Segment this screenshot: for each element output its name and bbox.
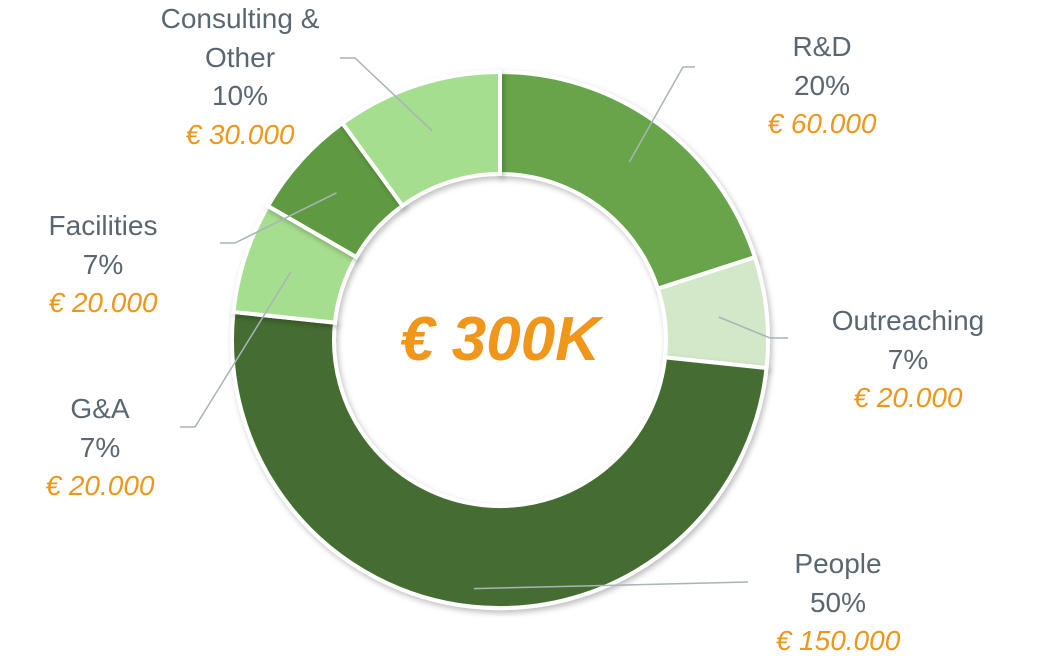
percent-label: 7% bbox=[887, 343, 929, 375]
slice-label: R&D 20% € 60.000 bbox=[702, 28, 942, 144]
percent-label: 7% bbox=[82, 248, 124, 280]
slice bbox=[339, 69, 502, 209]
category-label: Consulting & Other bbox=[160, 3, 320, 73]
category-label: R&D bbox=[792, 31, 852, 62]
total-label: € 300K bbox=[400, 305, 600, 374]
percent-label: 50% bbox=[809, 586, 867, 618]
slice bbox=[498, 69, 758, 292]
slice-label: Outreaching 7% € 20.000 bbox=[788, 302, 1028, 418]
leader-line bbox=[180, 271, 292, 428]
value-label: € 60.000 bbox=[767, 108, 877, 139]
percent-label: 7% bbox=[79, 431, 121, 463]
percent-label: 10% bbox=[211, 80, 269, 111]
leader-line bbox=[718, 316, 788, 339]
value-label: € 150.000 bbox=[775, 625, 901, 656]
leader-line bbox=[628, 66, 695, 163]
percent-label: 20% bbox=[793, 69, 851, 101]
slice-label: G&A 7% € 20.000 bbox=[0, 390, 200, 506]
slice bbox=[230, 309, 769, 610]
value-label: € 20.000 bbox=[48, 287, 158, 318]
leader-line bbox=[220, 192, 337, 244]
category-label: Facilities bbox=[48, 210, 158, 241]
slice-label: People 50% € 150.000 bbox=[718, 545, 958, 659]
value-label: € 20.000 bbox=[45, 470, 155, 501]
slice-label: Consulting & Other 10% € 30.000 bbox=[150, 0, 330, 154]
leader-line bbox=[340, 57, 433, 132]
value-label: € 30.000 bbox=[185, 118, 295, 150]
value-label: € 20.000 bbox=[853, 382, 963, 413]
slice-label: Facilities 7% € 20.000 bbox=[3, 207, 203, 323]
category-label: People bbox=[794, 548, 882, 579]
leader-line bbox=[473, 581, 749, 590]
category-label: Outreaching bbox=[831, 305, 985, 336]
category-label: G&A bbox=[70, 393, 130, 424]
